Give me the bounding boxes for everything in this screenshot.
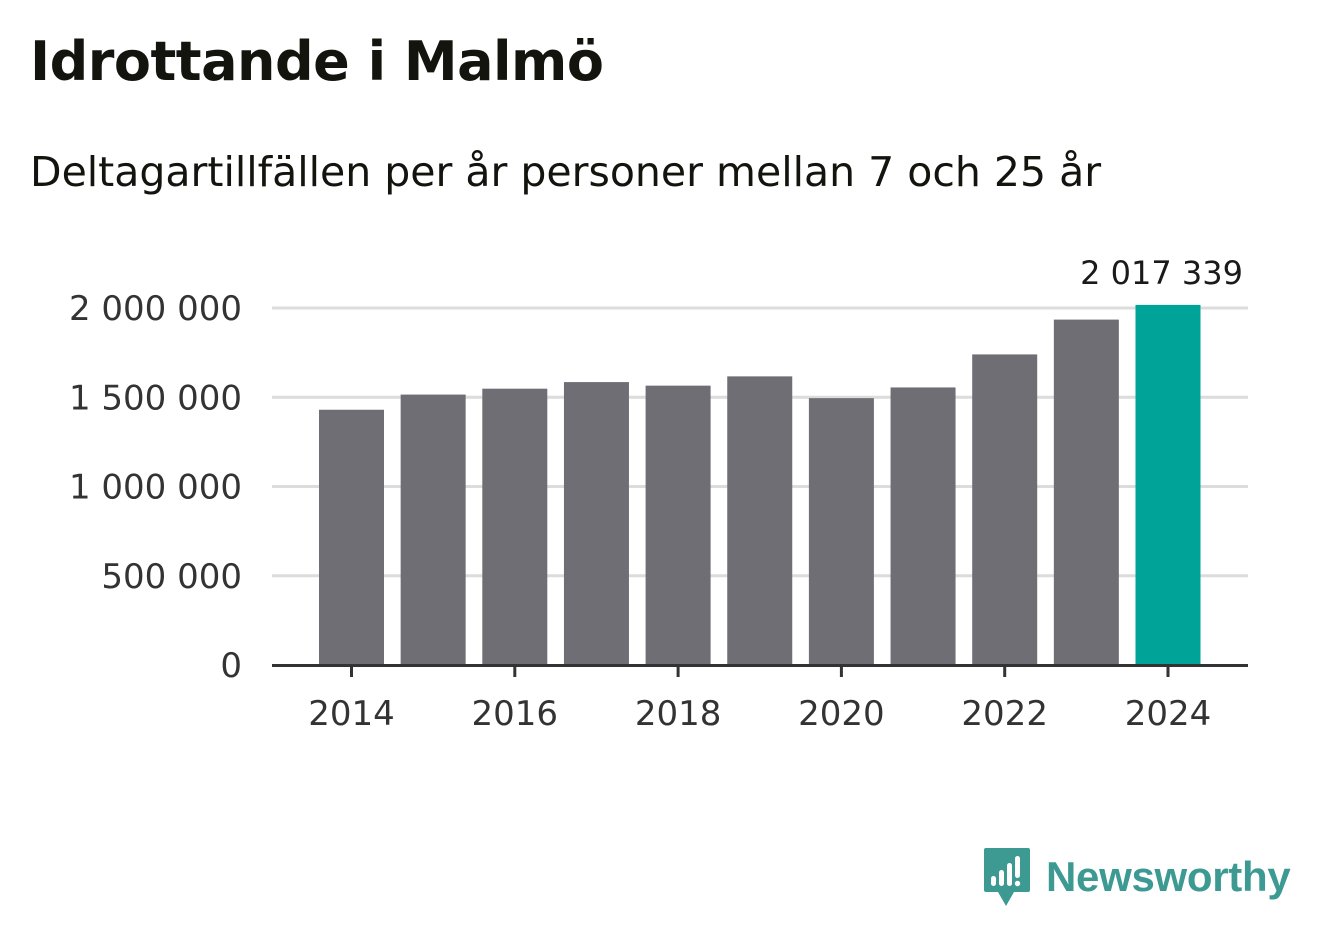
bar-2019	[727, 376, 793, 665]
x-tick-label: 2020	[798, 694, 885, 734]
bar-2022	[972, 354, 1038, 665]
x-tick-label: 2018	[635, 694, 722, 734]
data-label-2024: 2 017 339	[1080, 254, 1243, 292]
y-tick-label: 1 000 000	[69, 468, 242, 508]
bar-2024	[1135, 304, 1201, 665]
y-tick-label: 500 000	[101, 557, 242, 597]
bar-2020	[808, 398, 874, 665]
y-tick-label: 0	[220, 646, 242, 686]
bar-2015	[400, 394, 466, 665]
chart-title: Idrottande i Malmö	[30, 30, 604, 93]
brand-name: Newsworthy	[1046, 853, 1291, 900]
x-tick-label: 2016	[472, 694, 559, 734]
bar-2016	[482, 388, 548, 665]
chart-subtitle: Deltagartillfällen per år personer mella…	[30, 148, 1102, 196]
bar-2021	[890, 387, 956, 665]
y-tick-label: 1 500 000	[69, 378, 242, 418]
bar-2018	[645, 385, 711, 665]
x-tick-label: 2014	[308, 694, 395, 734]
x-tick-label: 2022	[961, 694, 1048, 734]
bar-2017	[563, 382, 629, 665]
x-tick-label: 2024	[1125, 694, 1212, 734]
y-tick-label: 2 000 000	[69, 289, 242, 329]
newsworthy-logo-icon	[984, 848, 1030, 906]
brand-logo: Newsworthy	[982, 846, 1291, 908]
bar-2014	[319, 409, 384, 665]
bar-2023	[1053, 319, 1119, 665]
